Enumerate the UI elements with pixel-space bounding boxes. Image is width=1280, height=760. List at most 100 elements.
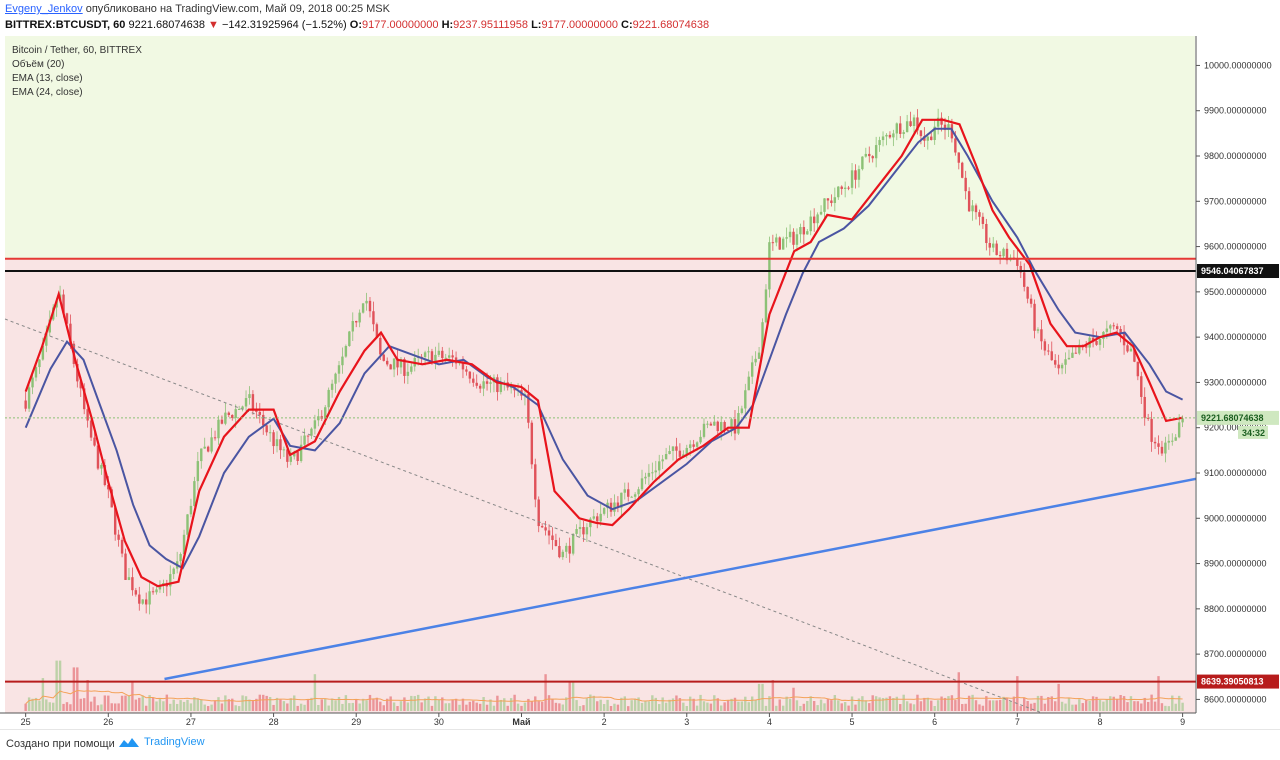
candle-body [961, 162, 964, 178]
candle-body [141, 599, 144, 604]
volume-bar [24, 703, 27, 711]
price-tick-label: 9500.00000000 [1204, 287, 1267, 297]
candle-body [640, 478, 644, 490]
candle-body [279, 439, 282, 451]
candle-body [310, 428, 313, 436]
volume-bar [571, 681, 575, 711]
candle-body [578, 527, 582, 530]
volume-bar [651, 695, 654, 711]
candle-body [86, 409, 89, 421]
price-axis[interactable] [1196, 36, 1280, 729]
volume-bar [1019, 706, 1022, 711]
candle-body [812, 216, 816, 224]
candle-body [27, 387, 31, 409]
candle-body [864, 153, 868, 157]
volume-bar [34, 697, 38, 711]
volume-bar [840, 703, 843, 711]
volume-bar [293, 695, 296, 711]
price-chart[interactable]: Bitcoin / Tether, 60, BITTREX Объём (20)… [0, 36, 1280, 729]
candle-body [802, 227, 806, 235]
candle-body [430, 351, 434, 363]
candle-body [385, 360, 389, 365]
price-tick-label: 9300.00000000 [1204, 377, 1267, 387]
volume-bar [148, 695, 151, 711]
volume-bar [874, 696, 878, 711]
volume-bar [602, 704, 606, 711]
volume-bar [616, 704, 620, 711]
candle-body [988, 243, 991, 248]
volume-bar [527, 698, 530, 711]
volume-bar [1109, 696, 1112, 711]
volume-bar [516, 703, 520, 711]
tradingview-logo[interactable]: TradingView [118, 736, 205, 748]
volume-bar [788, 698, 792, 711]
countdown-label: 34:32 [1242, 428, 1265, 438]
candle-body [379, 337, 382, 355]
candle-body [819, 211, 823, 215]
open-label: O: [349, 19, 363, 31]
candle-body [89, 420, 93, 438]
volume-bar [175, 703, 179, 711]
author-link[interactable]: Evgeny_Jenkov [5, 3, 83, 15]
candle-body [437, 350, 441, 355]
volume-bar [1129, 696, 1133, 711]
volume-bar [1181, 702, 1184, 711]
time-tick-label: 25 [21, 717, 31, 727]
volume-bar [1105, 699, 1109, 711]
candle-body [895, 123, 899, 134]
candle-body [857, 169, 861, 180]
candle-body [664, 454, 668, 460]
volume-bar [1150, 694, 1153, 711]
volume-bar [771, 680, 775, 711]
candle-body [1181, 418, 1184, 423]
volume-bar [565, 697, 568, 711]
dashed-trendline[interactable] [4, 318, 1043, 714]
candle-body [816, 214, 819, 224]
candle-body [1105, 328, 1109, 332]
candle-body [62, 294, 65, 314]
volume-bar [1009, 701, 1012, 711]
volume-bar [847, 705, 850, 711]
candle-body [334, 373, 337, 384]
volume-bar [592, 695, 596, 711]
candle-body [733, 419, 737, 434]
last-price: 9221.68074638 [128, 19, 205, 31]
chart-legend: Bitcoin / Tether, 60, BITTREX Объём (20)… [12, 45, 142, 98]
volume-bar [482, 697, 485, 711]
volume-bar [954, 700, 957, 711]
candle-body [850, 170, 854, 188]
candle-body [41, 345, 45, 360]
support-trendline[interactable] [164, 464, 1262, 681]
candle-body [706, 423, 709, 425]
tradingview-brand: TradingView [144, 736, 205, 748]
candle-body [103, 464, 107, 486]
volume-bar [744, 696, 747, 711]
time-axis[interactable] [0, 713, 1280, 729]
publish-info: Evgeny_Jenkov опубликовано на TradingVie… [5, 3, 390, 15]
candle-body [482, 381, 485, 389]
candle-body [547, 530, 551, 536]
volume-bar [1005, 698, 1009, 711]
volume-bar [258, 694, 262, 711]
price-tag-last: 9221.68074638 [1201, 413, 1264, 423]
volume-bar [627, 706, 630, 711]
candle-body [234, 409, 237, 418]
volume-bar [444, 703, 447, 711]
volume-bar [702, 701, 706, 711]
price-tick-label: 8900.00000000 [1204, 559, 1267, 569]
volume-bar [719, 705, 723, 711]
volume-bar [1033, 702, 1036, 711]
volume-bar [296, 705, 299, 711]
candle-body [258, 411, 262, 415]
volume-bar [169, 703, 172, 711]
candle-body [912, 117, 916, 126]
volume-bar [1119, 695, 1122, 711]
volume-bar [62, 703, 65, 711]
time-tick-label: 2 [602, 717, 607, 727]
candle-body [241, 406, 244, 409]
candle-body [967, 191, 971, 212]
volume-bar [224, 695, 227, 711]
volume-bar [1040, 695, 1043, 711]
volume-bar [255, 698, 258, 711]
volume-bar [809, 696, 812, 711]
